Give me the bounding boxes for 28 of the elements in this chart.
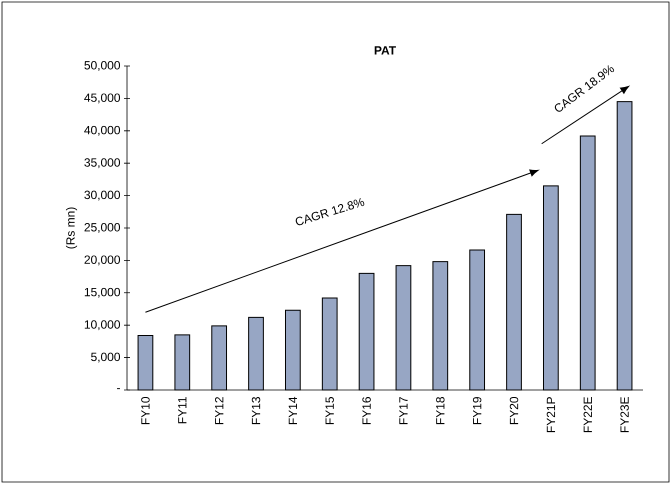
x-tick-label: FY19 [472,397,482,424]
x-tick-label: FY15 [326,397,334,424]
y-tick-label: 25,000 [84,223,120,233]
x-tick-label: FY21P [546,397,556,432]
y-tick-label: 40,000 [84,126,120,136]
x-tick-label: FY13 [252,397,260,424]
x-tick-label: FY22E [584,397,592,432]
y-tick-label: 35,000 [84,158,120,168]
chart-title: PAT [374,46,396,54]
y-tick-label: 45,000 [84,93,120,104]
y-tick-label: 20,000 [84,255,120,266]
x-tick-label: FY16 [362,397,371,424]
y-tick-label: 30,000 [84,190,120,201]
y-tick-label: 50,000 [84,61,120,71]
x-tick-label: FY14 [288,396,297,424]
annotation: CAGR 12.8% [296,198,364,226]
y-tick-label: - [117,388,120,390]
x-tick-label: FY12 [214,397,224,424]
x-tick-label: FY23E [620,397,629,432]
x-tick-label: FY11 [178,397,186,424]
y-tick-label: 10,000 [84,320,120,330]
x-tick-label: FY10 [141,396,150,424]
y-tick-label: 15,000 [84,288,120,298]
x-tick-label: FY18 [436,397,445,424]
y-axis-title: (Rs mn) [66,208,78,249]
y-tick-label: 5,000 [91,352,120,363]
x-tick-label: FY17 [399,397,408,424]
x-tick-label: FY20 [510,396,518,424]
